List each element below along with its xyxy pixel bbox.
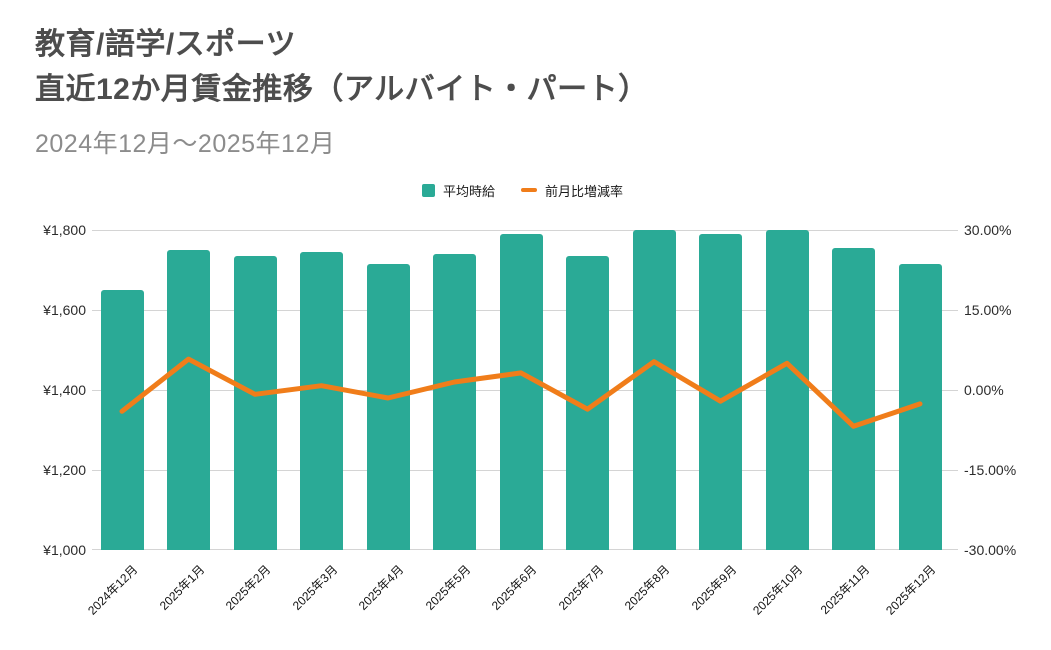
x-axis-label: 2025年5月 — [422, 562, 473, 613]
x-axis-label: 2025年7月 — [555, 562, 606, 613]
trend-line — [119, 356, 923, 429]
x-axis-label: 2025年6月 — [488, 562, 540, 613]
y-axis-left-tick-label: ¥1,800 — [43, 222, 86, 238]
y-axis-right: 30.00% 15.00% 0.00% -15.00% -30.00% — [964, 222, 1048, 558]
legend-item-bar-series: 平均時給 — [421, 181, 495, 200]
x-axis-label: 2025年12月 — [883, 562, 939, 618]
bar-series-swatch-icon — [421, 183, 435, 197]
y-axis-left-tick-label: ¥1,600 — [43, 302, 86, 318]
bar-2025年6月 — [499, 234, 543, 550]
line-series-dash-icon — [521, 188, 537, 192]
bar-2025年3月 — [300, 252, 343, 550]
x-axis-label: 2025年2月 — [222, 562, 274, 613]
y-axis-left-tick-label: ¥1,400 — [43, 382, 86, 398]
page-title-line2: 直近12か月賃金推移（アルバイト・パート） — [35, 73, 649, 106]
bar-2025年5月 — [433, 254, 476, 550]
x-axis-label: 2025年1月 — [156, 562, 207, 613]
bar-2025年4月 — [366, 264, 410, 550]
y-axis-right-tick-label: -30.00% — [964, 542, 1017, 558]
x-axis-label: 2025年4月 — [355, 562, 407, 613]
bar-2025年8月 — [632, 230, 676, 550]
chart-plot-area — [92, 230, 958, 550]
x-axis: 2024年12月 2025年1月 2025年2月 2025年3月 2025年4月 2025… — [85, 550, 945, 650]
chart-header: 教育/語学/スポーツ 直近12か月賃金推移（アルバイト・パート） 2024年12… — [35, 22, 649, 160]
y-axis-right-tick-label: 30.00% — [964, 222, 1012, 238]
date-range-subtitle: 2024年12月～2025年12月 — [35, 130, 336, 158]
x-axis-label: 2025年10月 — [750, 562, 806, 618]
bar-2025年1月 — [167, 250, 210, 550]
y-axis-left-tick-label: ¥1,000 — [43, 542, 86, 558]
y-axis-right-tick-label: -15.00% — [964, 462, 1017, 478]
chart-legend: 平均時給 前月比増減率 — [100, 181, 945, 199]
x-axis-label: 2025年3月 — [289, 562, 340, 613]
x-axis-label: 2025年11月 — [817, 562, 872, 617]
bar-2025年10月 — [765, 230, 809, 550]
bar-2025年2月 — [233, 256, 277, 550]
line-series-label: 前月比増減率 — [545, 183, 624, 199]
y-axis-right-tick-label: 0.00% — [964, 382, 1004, 398]
gridline — [92, 230, 958, 231]
legend-item-line-series: 前月比増減率 — [521, 181, 623, 200]
bar-2025年11月 — [832, 248, 875, 550]
page-title-line1: 教育/語学/スポーツ — [35, 28, 297, 61]
bar-2024年12月 — [100, 290, 144, 550]
y-axis-left: ¥1,800 ¥1,600 ¥1,400 ¥1,200 ¥1,000 — [0, 222, 86, 558]
y-axis-left-tick-label: ¥1,200 — [43, 462, 86, 478]
x-axis-label: 2025年9月 — [688, 562, 739, 613]
x-axis-label: 2024年12月 — [85, 562, 141, 618]
bar-series-label: 平均時給 — [442, 183, 495, 199]
y-axis-right-tick-label: 15.00% — [964, 302, 1012, 318]
x-axis-label: 2025年8月 — [621, 562, 673, 613]
